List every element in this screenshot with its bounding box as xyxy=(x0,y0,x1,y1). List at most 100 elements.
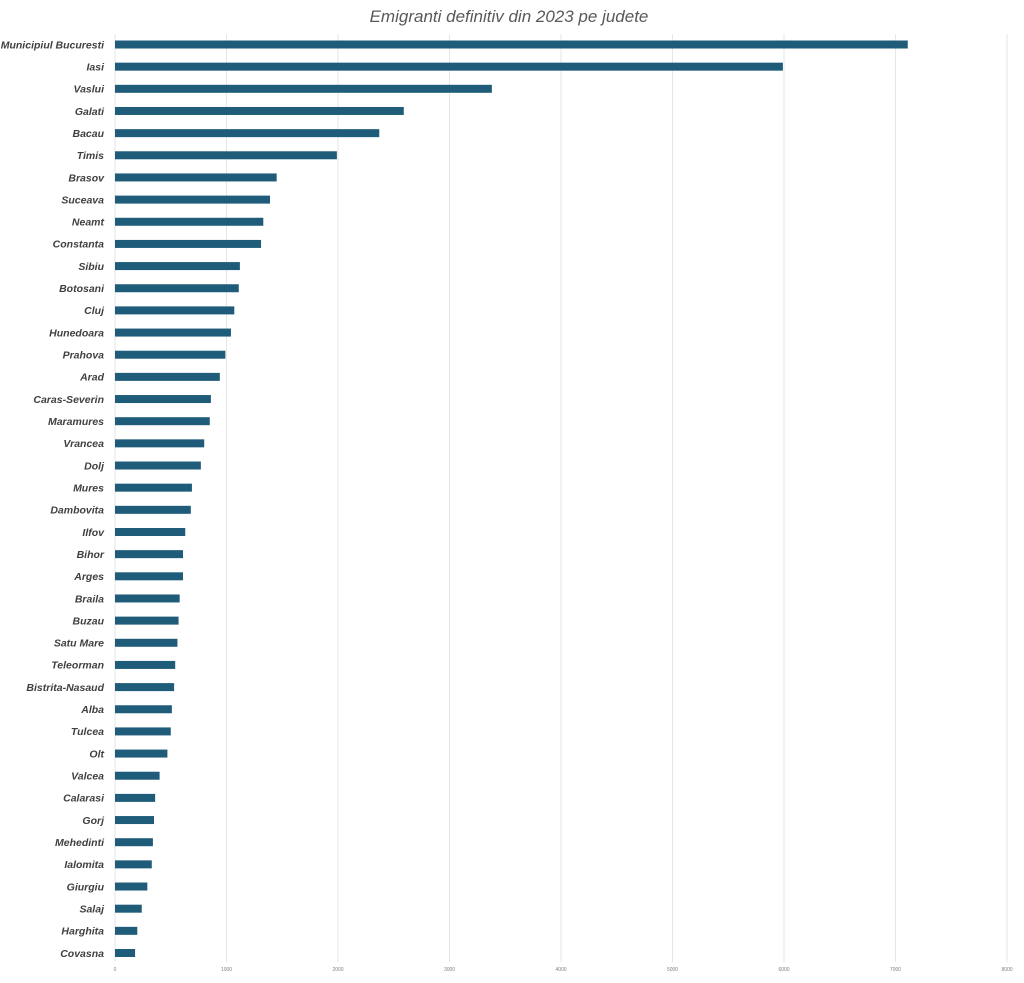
category-label: Arges xyxy=(73,571,104,583)
category-label: Teleorman xyxy=(51,660,104,672)
bar xyxy=(115,417,210,426)
category-label: Maramures xyxy=(48,416,104,428)
bar xyxy=(115,395,211,404)
category-label: Brasov xyxy=(68,172,105,184)
category-label: Hunedoara xyxy=(49,327,104,339)
bar xyxy=(115,572,184,581)
category-label: Satu Mare xyxy=(54,638,104,650)
x-tick-label: 6000 xyxy=(778,967,789,973)
bar xyxy=(115,683,175,692)
category-label: Olt xyxy=(89,748,104,760)
bar xyxy=(115,151,337,160)
bar xyxy=(115,816,155,825)
bar xyxy=(115,62,783,71)
bar xyxy=(115,505,191,514)
category-label: Ialomita xyxy=(64,859,104,871)
x-tick-label: 8000 xyxy=(1001,967,1012,973)
bar xyxy=(115,217,264,226)
x-tick-label: 2000 xyxy=(332,967,343,973)
bar xyxy=(115,461,201,470)
bar xyxy=(115,771,160,780)
bar xyxy=(115,483,192,492)
category-label: Timis xyxy=(77,150,104,162)
bar xyxy=(115,173,277,182)
category-label: Constanta xyxy=(53,239,104,251)
bar xyxy=(115,195,270,204)
x-tick-label: 1000 xyxy=(221,967,232,973)
category-label: Bistrita-Nasaud xyxy=(26,682,104,694)
category-label: Mures xyxy=(73,482,104,494)
bar xyxy=(115,40,908,49)
bar xyxy=(115,616,179,625)
category-label: Dambovita xyxy=(50,505,104,517)
gridlines xyxy=(114,34,1008,962)
chart-title: Emigranti definitiv din 2023 pe judete xyxy=(370,7,649,26)
bar xyxy=(115,594,180,603)
bar xyxy=(115,527,186,536)
bar xyxy=(115,793,156,802)
bar xyxy=(115,749,168,758)
bar xyxy=(115,550,184,559)
category-label: Bacau xyxy=(72,128,104,140)
category-label: Covasna xyxy=(60,948,104,960)
bars xyxy=(115,40,908,957)
category-label: Dolj xyxy=(84,460,105,472)
category-label: Botosani xyxy=(59,283,105,295)
category-label: Harghita xyxy=(61,926,104,938)
bar xyxy=(115,926,138,935)
bar xyxy=(115,328,231,337)
category-label: Neamt xyxy=(72,217,105,229)
x-tick-label: 4000 xyxy=(555,967,566,973)
category-label: Mehedinti xyxy=(55,837,105,849)
bar xyxy=(115,660,176,669)
category-label: Salaj xyxy=(79,903,105,915)
category-label: Bihor xyxy=(77,549,105,561)
bar xyxy=(115,262,240,271)
category-label: Arad xyxy=(79,372,105,384)
category-label: Alba xyxy=(80,704,104,716)
bar xyxy=(115,372,220,381)
category-labels: Municipiul Bucuresti Iasi Vaslui Galati Baca… xyxy=(1,39,105,960)
bar xyxy=(115,129,380,138)
bar xyxy=(115,705,172,714)
category-label: Galati xyxy=(75,106,105,118)
bar xyxy=(115,838,153,847)
category-label: Suceava xyxy=(61,194,104,206)
category-label: Prahova xyxy=(63,350,105,362)
bar xyxy=(115,306,235,315)
category-label: Iasi xyxy=(86,61,105,73)
category-label: Municipiul Bucuresti xyxy=(1,39,105,51)
x-tick-label: 5000 xyxy=(667,967,678,973)
bar xyxy=(115,284,239,293)
x-axis-tick-labels: 0 1000 2000 3000 4000 5000 6000 7000 8000 xyxy=(114,967,1013,973)
bar xyxy=(115,860,152,869)
bar xyxy=(115,84,492,93)
category-label: Valcea xyxy=(71,771,104,783)
category-label: Sibiu xyxy=(78,261,104,273)
bar xyxy=(115,727,171,736)
category-label: Calarasi xyxy=(63,793,105,805)
category-label: Tulcea xyxy=(71,726,104,738)
x-tick-label: 0 xyxy=(114,967,117,973)
category-label: Gorj xyxy=(82,815,105,827)
category-label: Cluj xyxy=(84,305,105,317)
bar xyxy=(115,439,205,448)
category-label: Caras-Severin xyxy=(33,394,104,406)
bar xyxy=(115,949,136,957)
category-label: Vaslui xyxy=(73,84,105,96)
bar xyxy=(115,904,142,913)
bar xyxy=(115,638,178,647)
x-tick-label: 7000 xyxy=(890,967,901,973)
x-tick-label: 3000 xyxy=(444,967,455,973)
category-label: Vrancea xyxy=(63,438,104,450)
bar xyxy=(115,239,262,248)
bar xyxy=(115,882,148,891)
category-label: Buzau xyxy=(73,615,105,627)
category-label: Braila xyxy=(75,593,104,605)
bar xyxy=(115,106,404,115)
category-label: Giurgiu xyxy=(67,881,105,893)
bar xyxy=(115,350,226,359)
category-label: Ilfov xyxy=(82,527,105,539)
